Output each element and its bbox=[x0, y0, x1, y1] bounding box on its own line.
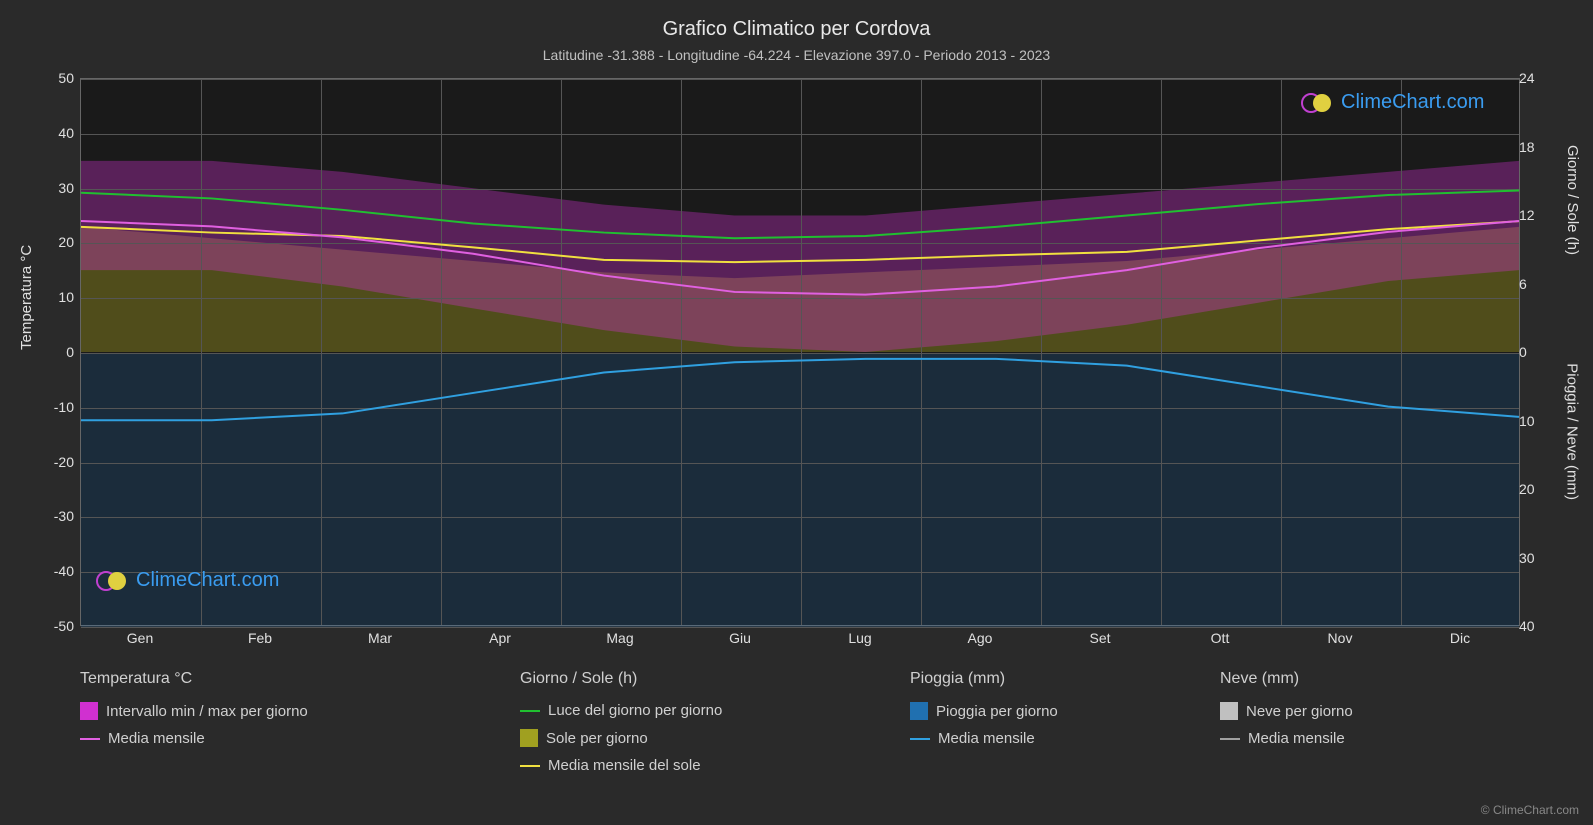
legend-items: Intervallo min / max per giorno Media men… bbox=[80, 702, 520, 747]
y-axis-left-label: Temperatura °C bbox=[18, 245, 35, 350]
x-tick: Set bbox=[1089, 630, 1110, 646]
swatch-line-icon bbox=[80, 738, 100, 740]
legend-item: Media mensile bbox=[80, 730, 520, 747]
legend-item: Pioggia per giorno bbox=[910, 702, 1220, 720]
legend: Temperatura °C Intervallo min / max per … bbox=[80, 670, 1520, 774]
legend-items: Luce del giorno per giorno Sole per giorn… bbox=[520, 702, 910, 774]
legend-header: Neve (mm) bbox=[1220, 670, 1480, 688]
x-tick: Lug bbox=[848, 630, 871, 646]
legend-label: Sole per giorno bbox=[546, 730, 648, 747]
legend-label: Intervallo min / max per giorno bbox=[106, 703, 308, 720]
brand-text: ClimeChart.com bbox=[1341, 91, 1484, 114]
y-tick-left: -20 bbox=[46, 454, 74, 470]
y-tick-right: 30 bbox=[1519, 550, 1543, 566]
brand-logo-icon bbox=[96, 570, 130, 592]
brand-logo-icon bbox=[1301, 92, 1335, 114]
y-tick-left: 20 bbox=[46, 234, 74, 250]
y-tick-left: 0 bbox=[46, 344, 74, 360]
y-axis-right-top-label: Giorno / Sole (h) bbox=[1564, 145, 1581, 255]
legend-header: Temperatura °C bbox=[80, 670, 520, 688]
legend-item: Media mensile bbox=[1220, 730, 1480, 747]
legend-item: Sole per giorno bbox=[520, 729, 910, 747]
brand-watermark-top: ClimeChart.com bbox=[1301, 91, 1484, 114]
legend-label: Media mensile bbox=[108, 730, 205, 747]
x-tick: Mag bbox=[606, 630, 633, 646]
y-tick-left: 10 bbox=[46, 289, 74, 305]
legend-col-rain: Pioggia (mm) Pioggia per giorno Media men… bbox=[910, 670, 1220, 774]
legend-header: Pioggia (mm) bbox=[910, 670, 1220, 688]
swatch-box-icon bbox=[910, 702, 928, 720]
chart-title: Grafico Climatico per Cordova bbox=[0, 0, 1593, 41]
x-tick: Apr bbox=[489, 630, 511, 646]
y-tick-right: 18 bbox=[1519, 139, 1543, 155]
brand-watermark-bottom: ClimeChart.com bbox=[96, 569, 279, 592]
y-tick-right: 10 bbox=[1519, 413, 1543, 429]
legend-item: Media mensile bbox=[910, 730, 1220, 747]
chart-plot-area: ClimeChart.com ClimeChart.com bbox=[80, 78, 1520, 626]
legend-label: Luce del giorno per giorno bbox=[548, 702, 722, 719]
swatch-line-icon bbox=[1220, 738, 1240, 740]
x-tick: Nov bbox=[1328, 630, 1353, 646]
x-tick: Ago bbox=[968, 630, 993, 646]
x-tick: Mar bbox=[368, 630, 392, 646]
y-tick-right: 40 bbox=[1519, 618, 1543, 634]
legend-header: Giorno / Sole (h) bbox=[520, 670, 910, 688]
swatch-box-icon bbox=[80, 702, 98, 720]
brand-text: ClimeChart.com bbox=[136, 569, 279, 592]
y-tick-left: 30 bbox=[46, 180, 74, 196]
x-tick: Gen bbox=[127, 630, 153, 646]
y-tick-left: 40 bbox=[46, 125, 74, 141]
legend-col-snow: Neve (mm) Neve per giorno Media mensile bbox=[1220, 670, 1480, 774]
y-tick-right: 6 bbox=[1519, 276, 1543, 292]
swatch-line-icon bbox=[520, 710, 540, 712]
x-tick: Ott bbox=[1211, 630, 1230, 646]
y-tick-left: -40 bbox=[46, 563, 74, 579]
legend-items: Pioggia per giorno Media mensile bbox=[910, 702, 1220, 747]
legend-item: Media mensile del sole bbox=[520, 757, 910, 774]
y-tick-left: -10 bbox=[46, 399, 74, 415]
legend-label: Media mensile del sole bbox=[548, 757, 701, 774]
legend-label: Neve per giorno bbox=[1246, 703, 1353, 720]
legend-items: Neve per giorno Media mensile bbox=[1220, 702, 1480, 747]
swatch-line-icon bbox=[910, 738, 930, 740]
legend-item: Neve per giorno bbox=[1220, 702, 1480, 720]
swatch-line-icon bbox=[520, 765, 540, 767]
swatch-box-icon bbox=[1220, 702, 1238, 720]
x-tick: Dic bbox=[1450, 630, 1470, 646]
y-tick-right: 20 bbox=[1519, 481, 1543, 497]
climate-chart-container: Grafico Climatico per Cordova Latitudine… bbox=[0, 0, 1593, 825]
y-tick-right: 24 bbox=[1519, 70, 1543, 86]
legend-item: Luce del giorno per giorno bbox=[520, 702, 910, 719]
x-tick: Feb bbox=[248, 630, 272, 646]
x-tick: Giu bbox=[729, 630, 751, 646]
y-tick-left: 50 bbox=[46, 70, 74, 86]
legend-col-temperature: Temperatura °C Intervallo min / max per … bbox=[80, 670, 520, 774]
y-tick-right: 12 bbox=[1519, 207, 1543, 223]
chart-subtitle: Latitudine -31.388 - Longitudine -64.224… bbox=[0, 41, 1593, 63]
legend-label: Media mensile bbox=[938, 730, 1035, 747]
y-tick-left: -50 bbox=[46, 618, 74, 634]
legend-col-daylight: Giorno / Sole (h) Luce del giorno per gi… bbox=[520, 670, 910, 774]
y-tick-right: 0 bbox=[1519, 344, 1543, 360]
y-tick-left: -30 bbox=[46, 508, 74, 524]
swatch-box-icon bbox=[520, 729, 538, 747]
legend-label: Pioggia per giorno bbox=[936, 703, 1058, 720]
legend-label: Media mensile bbox=[1248, 730, 1345, 747]
y-axis-right-bot-label: Pioggia / Neve (mm) bbox=[1564, 363, 1581, 500]
copyright-text: © ClimeChart.com bbox=[1481, 803, 1579, 817]
legend-item: Intervallo min / max per giorno bbox=[80, 702, 520, 720]
